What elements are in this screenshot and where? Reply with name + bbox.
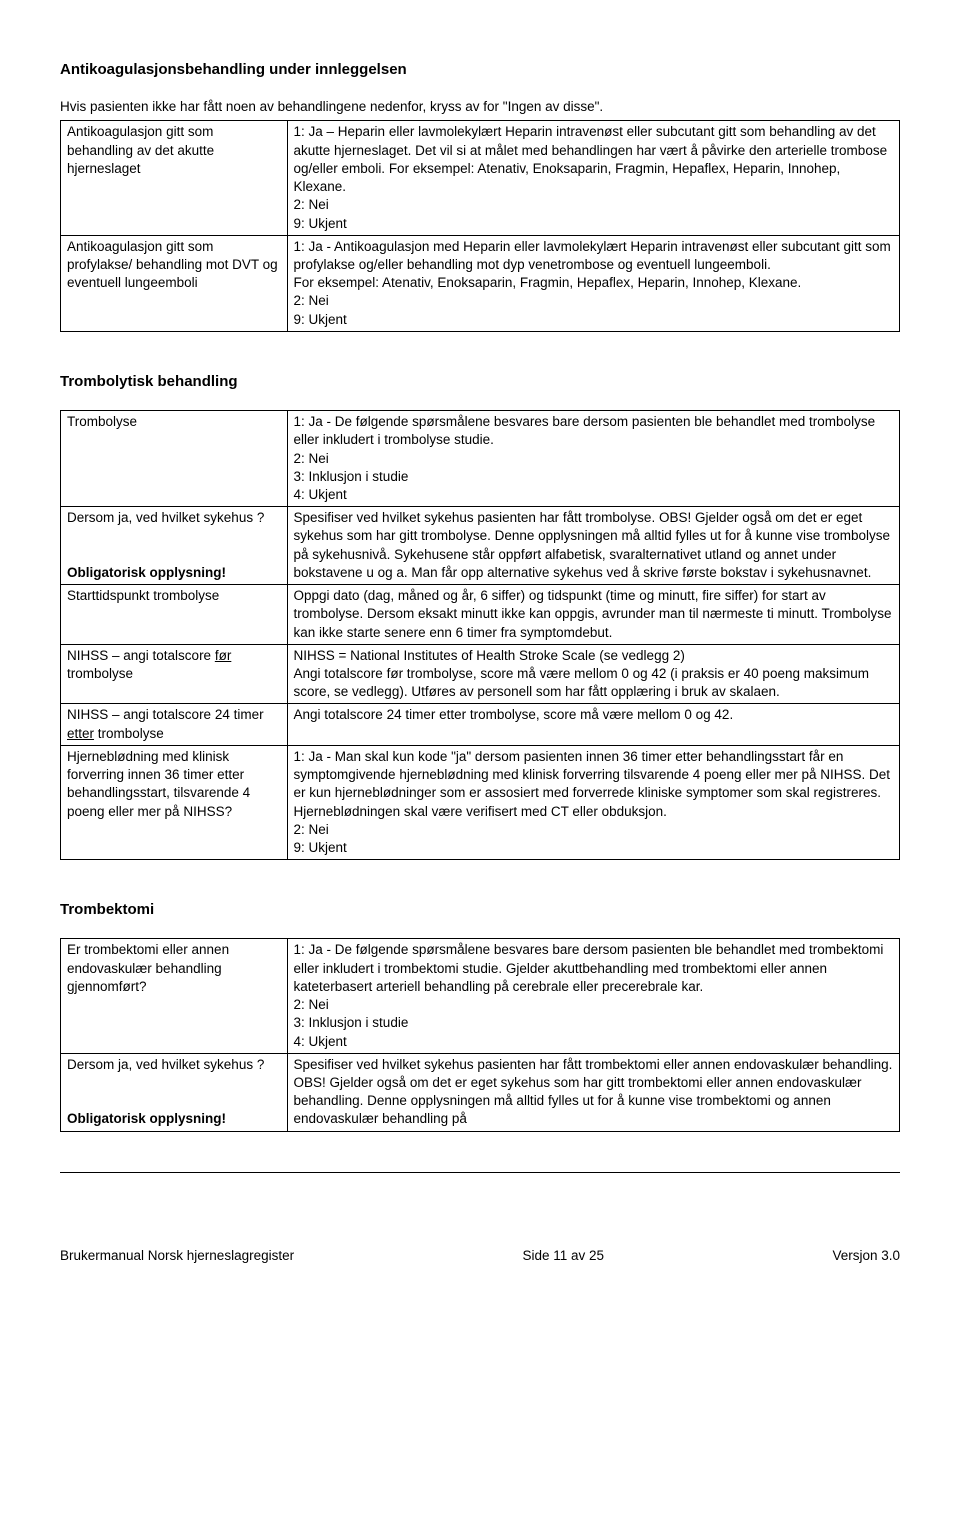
section3-heading: Trombektomi bbox=[60, 900, 900, 920]
page-footer: Brukermanual Norsk hjerneslagregister Si… bbox=[60, 1243, 900, 1265]
table-row: Hjerneblødning med klinisk forverring in… bbox=[61, 745, 900, 859]
row-description: 1: Ja - De følgende spørsmålene besvares… bbox=[287, 939, 899, 1053]
row-label: Dersom ja, ved hvilket sykehus ?Obligato… bbox=[61, 1053, 288, 1131]
row-label: Antikoagulasjon gitt som behandling av d… bbox=[61, 121, 288, 235]
section2-heading: Trombolytisk behandling bbox=[60, 372, 900, 392]
section2-table: Trombolyse1: Ja - De følgende spørsmålen… bbox=[60, 410, 900, 860]
row-label: Trombolyse bbox=[61, 411, 288, 507]
row-description: 1: Ja - Antikoagulasjon med Heparin elle… bbox=[287, 235, 899, 331]
footer-left: Brukermanual Norsk hjerneslagregister bbox=[60, 1247, 294, 1265]
row-description: Spesifiser ved hvilket sykehus pasienten… bbox=[287, 1053, 899, 1131]
table-row: Er trombektomi eller annen endovaskulær … bbox=[61, 939, 900, 1053]
footer-rule bbox=[60, 1172, 900, 1173]
table-row: Dersom ja, ved hvilket sykehus ?Obligato… bbox=[61, 507, 900, 585]
row-label: Hjerneblødning med klinisk forverring in… bbox=[61, 745, 288, 859]
table-row: Antikoagulasjon gitt som behandling av d… bbox=[61, 121, 900, 235]
section1-heading: Antikoagulasjonsbehandling under innlegg… bbox=[60, 60, 900, 80]
row-label: Er trombektomi eller annen endovaskulær … bbox=[61, 939, 288, 1053]
row-label: Antikoagulasjon gitt som profylakse/ beh… bbox=[61, 235, 288, 331]
row-label: NIHSS – angi totalscore før trombolyse bbox=[61, 644, 288, 704]
row-description: NIHSS = National Institutes of Health St… bbox=[287, 644, 899, 704]
table-row: Starttidspunkt trombolyseOppgi dato (dag… bbox=[61, 585, 900, 645]
row-label: Starttidspunkt trombolyse bbox=[61, 585, 288, 645]
footer-right: Versjon 3.0 bbox=[832, 1247, 900, 1265]
table-row: NIHSS – angi totalscore 24 timer etter t… bbox=[61, 704, 900, 745]
row-label: NIHSS – angi totalscore 24 timer etter t… bbox=[61, 704, 288, 745]
row-description: 1: Ja - Man skal kun kode "ja" dersom pa… bbox=[287, 745, 899, 859]
section3-table: Er trombektomi eller annen endovaskulær … bbox=[60, 938, 900, 1131]
table-row: NIHSS – angi totalscore før trombolyseNI… bbox=[61, 644, 900, 704]
row-description: 1: Ja - De følgende spørsmålene besvares… bbox=[287, 411, 899, 507]
footer-center: Side 11 av 25 bbox=[523, 1247, 605, 1265]
section1-table: Antikoagulasjon gitt som behandling av d… bbox=[60, 120, 900, 331]
row-description: 1: Ja – Heparin eller lavmolekylært Hepa… bbox=[287, 121, 899, 235]
table-row: Antikoagulasjon gitt som profylakse/ beh… bbox=[61, 235, 900, 331]
row-description: Spesifiser ved hvilket sykehus pasienten… bbox=[287, 507, 899, 585]
table-row: Dersom ja, ved hvilket sykehus ?Obligato… bbox=[61, 1053, 900, 1131]
row-description: Angi totalscore 24 timer etter trombolys… bbox=[287, 704, 899, 745]
table-row: Trombolyse1: Ja - De følgende spørsmålen… bbox=[61, 411, 900, 507]
row-description: Oppgi dato (dag, måned og år, 6 siffer) … bbox=[287, 585, 899, 645]
row-label: Dersom ja, ved hvilket sykehus ?Obligato… bbox=[61, 507, 288, 585]
section1-intro: Hvis pasienten ikke har fått noen av beh… bbox=[60, 98, 900, 116]
